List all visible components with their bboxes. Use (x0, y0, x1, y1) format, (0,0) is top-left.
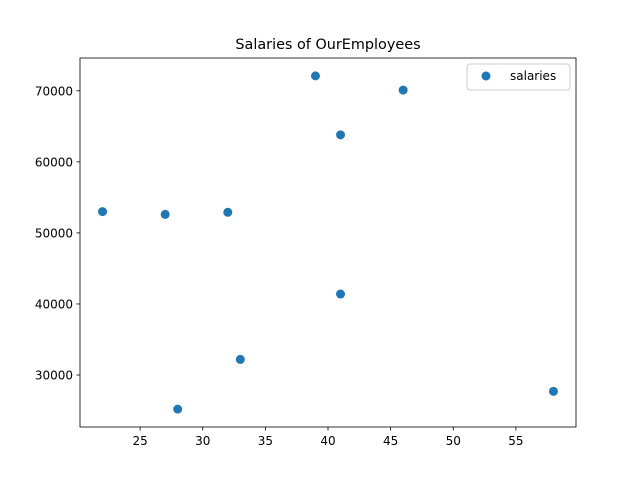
axis-ticks: 25 30 35 40 45 50 55 30000 40000 50000 60000 70000 (35, 84, 524, 448)
x-tick-label: 50 (446, 434, 461, 448)
x-tick-label: 25 (132, 434, 147, 448)
scatter-point (223, 207, 233, 217)
legend-label: salaries (510, 69, 556, 83)
y-tick-label: 40000 (35, 297, 73, 311)
legend-box (466, 63, 571, 91)
scatter-point (398, 85, 408, 95)
y-tick-label: 60000 (35, 155, 73, 169)
x-tick-label: 45 (383, 434, 398, 448)
y-tick-label: 70000 (35, 84, 73, 98)
scatter-point (336, 289, 346, 299)
plot-frame (79, 57, 577, 428)
x-tick-label: 35 (258, 434, 273, 448)
x-tick-label: 55 (508, 434, 523, 448)
scatter-point (310, 71, 320, 81)
scatter-point (173, 404, 183, 414)
scatter-point (235, 354, 245, 364)
data-points (98, 71, 558, 414)
y-tick-label: 50000 (35, 226, 73, 240)
x-tick-label: 30 (195, 434, 210, 448)
x-tick-label: 40 (320, 434, 335, 448)
legend: salaries (466, 63, 571, 91)
scatter-point (336, 130, 346, 140)
chart-title: Salaries of OurEmployees (235, 37, 420, 53)
legend-marker (481, 71, 491, 81)
scatter-point (98, 207, 108, 217)
scatter-point (160, 209, 170, 219)
y-tick-label: 30000 (35, 369, 73, 383)
scatter-point (548, 386, 558, 396)
